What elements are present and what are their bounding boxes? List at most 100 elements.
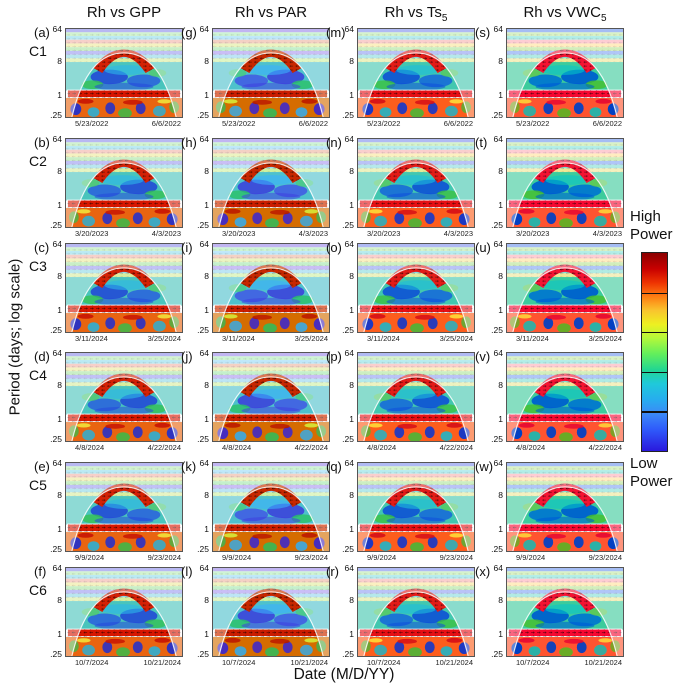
y-tick-8: 8 [57, 380, 62, 390]
panel-letter: (a) [34, 25, 50, 40]
wavelet-panel-p: (p) 64 8 1 .25 4/8/2024 4/22/2024 [326, 348, 475, 452]
y-tick-quarter: .25 [50, 649, 62, 659]
panel-letter: (j) [181, 349, 193, 364]
y-tick-8: 8 [204, 595, 209, 605]
x-tick-start: 3/11/2024 [222, 334, 255, 343]
wavelet-panel-t: (t) 64 8 1 .25 3/20/2023 4/3/2023 [475, 134, 624, 238]
y-tick-64: 64 [199, 134, 209, 144]
y-tick-quarter: .25 [491, 110, 503, 120]
y-tick-quarter: .25 [491, 434, 503, 444]
panel-letter: (t) [475, 135, 488, 150]
y-tick-8: 8 [204, 56, 209, 66]
y-tick-quarter: .25 [50, 544, 62, 554]
row-label: C1 [29, 43, 47, 59]
y-tick-64: 64 [52, 239, 62, 249]
x-tick-end: 4/3/2023 [298, 229, 328, 238]
wavelet-panel-o: (o) 64 8 1 .25 3/11/2024 3/25/2024 [326, 239, 475, 343]
y-tick-1: 1 [57, 414, 62, 424]
y-tick-1: 1 [349, 305, 354, 315]
panel-letter: (u) [475, 240, 491, 255]
panel-letter: (c) [34, 240, 50, 255]
x-tick-start: 10/7/2024 [75, 658, 109, 667]
x-tick-end: 3/25/2024 [588, 334, 622, 343]
column-title-gpp: Rh vs GPP [65, 4, 183, 24]
y-tick-quarter: .25 [342, 220, 354, 230]
y-tick-8: 8 [57, 490, 62, 500]
x-tick-end: 4/22/2024 [147, 443, 181, 452]
wavelet-heatmap [212, 462, 330, 552]
x-tick-end: 6/6/2022 [151, 119, 181, 128]
y-tick-64: 64 [52, 24, 62, 34]
y-tick-8: 8 [498, 595, 503, 605]
x-tick-end: 6/6/2022 [443, 119, 473, 128]
y-tick-8: 8 [57, 166, 62, 176]
wavelet-panel-u: (u) 64 8 1 .25 3/11/2024 3/25/2024 [475, 239, 624, 343]
y-tick-quarter: .25 [197, 220, 209, 230]
panel-letter: (i) [181, 240, 193, 255]
y-tick-1: 1 [204, 305, 209, 315]
y-tick-1: 1 [57, 629, 62, 639]
x-tick-start: 10/7/2024 [367, 658, 401, 667]
y-tick-8: 8 [349, 380, 354, 390]
wavelet-heatmap [65, 462, 183, 552]
panel-letter: (e) [34, 459, 50, 474]
colorbar-low-label: Low Power [630, 455, 673, 490]
y-tick-8: 8 [349, 271, 354, 281]
y-tick-64: 64 [344, 563, 354, 573]
wavelet-heatmap [506, 138, 624, 228]
wavelet-heatmap [65, 28, 183, 118]
y-tick-1: 1 [349, 414, 354, 424]
column-title-ts5: Rh vs Ts5 [357, 4, 475, 24]
y-tick-quarter: .25 [342, 434, 354, 444]
y-tick-64: 64 [344, 458, 354, 468]
x-tick-start: 3/11/2024 [367, 334, 400, 343]
y-tick-8: 8 [57, 595, 62, 605]
x-tick-start: 4/8/2024 [222, 443, 252, 452]
y-axis-label: Period (days; log scale) [6, 258, 24, 416]
wavelet-panel-h: (h) 64 8 1 .25 3/20/2023 4/3/2023 [181, 134, 330, 238]
x-tick-start: 9/9/2024 [367, 553, 397, 562]
panel-letter: (s) [475, 25, 491, 40]
y-tick-quarter: .25 [491, 649, 503, 659]
y-tick-64: 64 [493, 24, 503, 34]
y-tick-64: 64 [199, 24, 209, 34]
wavelet-heatmap [212, 138, 330, 228]
x-tick-end: 4/3/2023 [592, 229, 622, 238]
y-tick-1: 1 [204, 200, 209, 210]
row-label: C5 [29, 477, 47, 493]
wavelet-panel-g: (g) 64 8 1 .25 5/23/2022 6/6/2022 [181, 24, 330, 128]
column-title-text: Rh vs Ts [384, 4, 442, 21]
x-tick-end: 3/25/2024 [294, 334, 328, 343]
panel-letter: (l) [181, 564, 193, 579]
x-tick-start: 10/7/2024 [516, 658, 550, 667]
colorbar [641, 252, 668, 452]
x-tick-start: 3/20/2023 [516, 229, 550, 238]
colorbar-high-label: High Power [630, 208, 673, 243]
y-tick-1: 1 [349, 629, 354, 639]
x-tick-start: 3/11/2024 [75, 334, 108, 343]
x-tick-end: 10/21/2024 [435, 658, 473, 667]
wavelet-panel-k: (k) 64 8 1 .25 9/9/2024 9/23/2024 [181, 458, 330, 562]
x-tick-start: 3/20/2023 [367, 229, 401, 238]
y-tick-1: 1 [498, 414, 503, 424]
y-tick-quarter: .25 [50, 434, 62, 444]
wavelet-panel-b: (b) C2 64 8 1 .25 3/20/2023 4/3/2023 [29, 134, 183, 238]
y-tick-quarter: .25 [491, 544, 503, 554]
wavelet-heatmap [506, 28, 624, 118]
wavelet-panel-f: (f) C6 64 8 1 .25 10/7/2024 10/21/2024 [29, 563, 183, 667]
x-tick-start: 3/11/2024 [516, 334, 549, 343]
wavelet-heatmap [357, 28, 475, 118]
panel-letter: (g) [181, 25, 197, 40]
row-label: C3 [29, 258, 47, 274]
y-tick-64: 64 [199, 348, 209, 358]
x-tick-start: 4/8/2024 [75, 443, 105, 452]
wavelet-heatmap [65, 138, 183, 228]
x-tick-start: 9/9/2024 [75, 553, 105, 562]
wavelet-heatmap [65, 567, 183, 657]
x-tick-end: 4/22/2024 [439, 443, 473, 452]
x-tick-start: 3/20/2023 [75, 229, 109, 238]
x-tick-end: 6/6/2022 [298, 119, 328, 128]
y-tick-8: 8 [498, 490, 503, 500]
wavelet-heatmap [506, 243, 624, 333]
x-tick-end: 9/23/2024 [147, 553, 181, 562]
